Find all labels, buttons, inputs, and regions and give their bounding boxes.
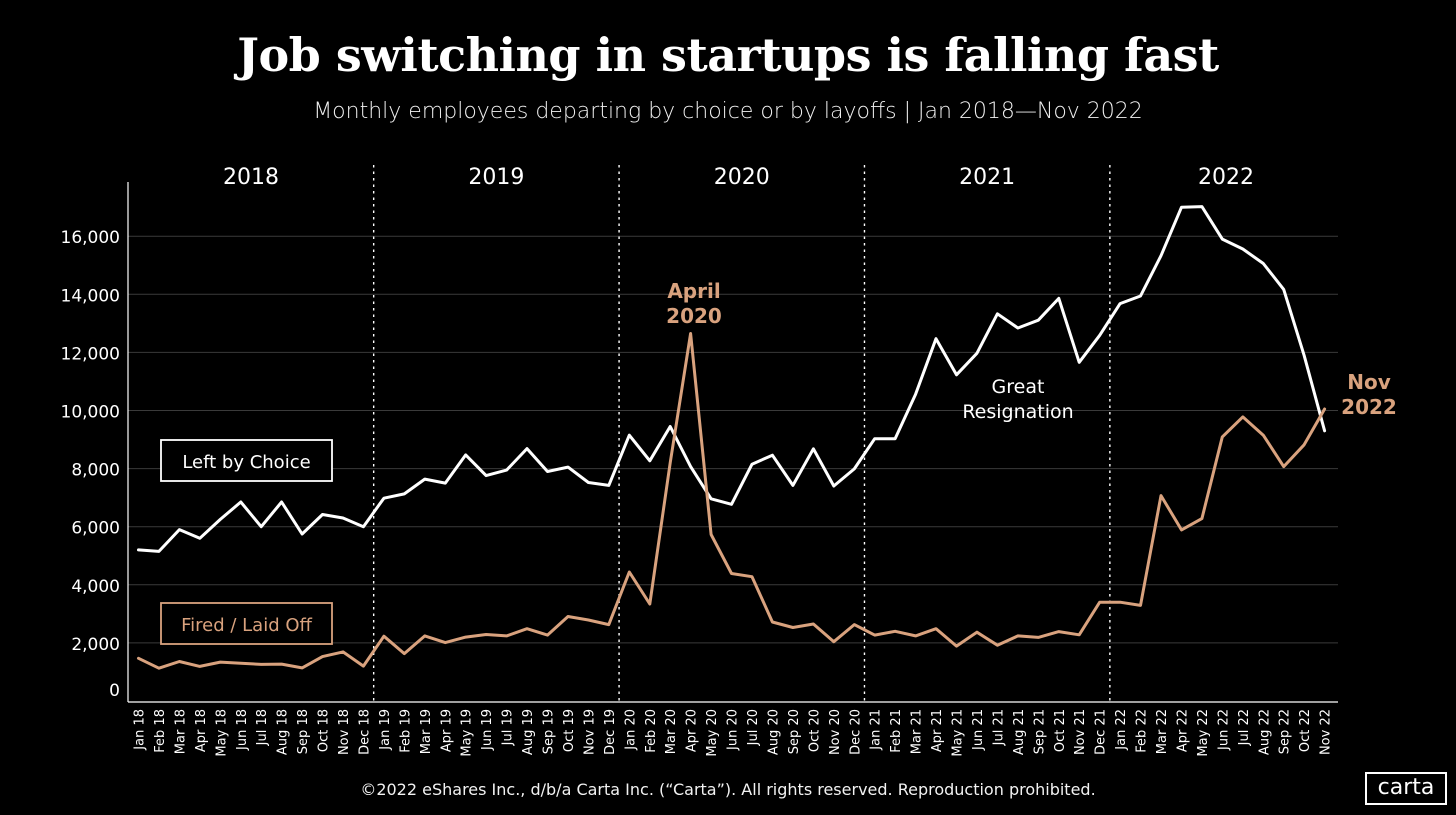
x-tick-label: Dec 20 <box>848 709 863 755</box>
x-tick-label: Feb 19 <box>398 709 413 753</box>
y-tick-label: 2,000 <box>71 635 120 655</box>
y-tick-label: 4,000 <box>71 577 120 597</box>
year-label: 2020 <box>714 165 770 190</box>
x-tick-label: Mar 21 <box>910 709 925 754</box>
x-tick-label: Aug 19 <box>521 709 536 755</box>
x-tick-label: Apr 22 <box>1175 709 1190 752</box>
y-tick-label: 10,000 <box>61 403 120 423</box>
x-tick-label: Dec 18 <box>357 709 372 755</box>
x-tick-label: Apr 21 <box>930 709 945 752</box>
year-label: 2018 <box>223 165 279 190</box>
year-label: 2019 <box>468 165 524 190</box>
legend-left-by-choice: Left by Choice <box>182 452 310 473</box>
x-tick-label: Apr 20 <box>685 709 700 752</box>
x-tick-label: Mar 20 <box>664 709 679 754</box>
series-line-fired-laid-off <box>137 332 1327 670</box>
x-tick-label: Jun 18 <box>235 709 250 751</box>
x-tick-label: Aug 22 <box>1257 709 1272 755</box>
y-tick-label: 0 <box>109 681 120 701</box>
annotation-nov-2022: 2022 <box>1341 395 1397 419</box>
x-tick-label: Jan 18 <box>133 709 148 751</box>
x-tick-label: Jun 20 <box>726 709 741 751</box>
x-tick-label: Aug 21 <box>1012 709 1027 755</box>
y-tick-label: 8,000 <box>71 461 120 481</box>
x-tick-label: Mar 22 <box>1155 709 1170 754</box>
series-line-left-by-choice <box>137 205 1327 553</box>
year-label: 2022 <box>1198 165 1254 190</box>
x-tick-label: Mar 18 <box>173 709 188 754</box>
x-tick-label: Jan 22 <box>1114 709 1129 751</box>
x-tick-label: Nov 20 <box>828 709 843 755</box>
x-tick-label: Jan 20 <box>623 709 638 751</box>
year-label: 2021 <box>959 165 1015 190</box>
chart-subtitle: Monthly employees departing by choice or… <box>313 99 1143 124</box>
x-tick-label: Apr 19 <box>439 709 454 752</box>
carta-logo: carta <box>1365 772 1447 805</box>
x-tick-label: Jul 19 <box>501 709 516 746</box>
x-tick-label: Aug 20 <box>766 709 781 755</box>
annotation-great-resignation: Great <box>992 376 1045 398</box>
x-tick-label: Sep 19 <box>542 709 557 754</box>
x-tick-label: Aug 18 <box>276 709 291 755</box>
x-tick-label: Jun 22 <box>1216 709 1231 751</box>
x-tick-label: May 19 <box>460 709 475 757</box>
x-tick-label: Dec 21 <box>1094 709 1109 755</box>
x-tick-label: Feb 21 <box>889 709 904 753</box>
x-tick-label: Feb 20 <box>644 709 659 753</box>
x-tick-label: Jul 20 <box>746 709 761 746</box>
x-tick-label: Apr 18 <box>194 709 209 752</box>
x-tick-label: Nov 18 <box>337 709 352 755</box>
x-tick-label: Nov 22 <box>1319 709 1334 755</box>
x-tick-label: Jul 21 <box>991 709 1006 746</box>
x-tick-label: Oct 20 <box>807 709 822 752</box>
y-tick-label: 12,000 <box>61 344 120 364</box>
x-tick-label: Jul 22 <box>1237 709 1252 746</box>
x-tick-label: Sep 21 <box>1032 709 1047 754</box>
x-tick-label: May 21 <box>951 709 966 757</box>
y-tick-label: 6,000 <box>71 519 120 539</box>
x-tick-label: Mar 19 <box>419 709 434 754</box>
x-tick-label: Dec 19 <box>603 709 618 755</box>
annotation-april-2020: April <box>667 279 720 303</box>
x-tick-label: Sep 22 <box>1278 709 1293 754</box>
x-tick-label: May 20 <box>705 709 720 757</box>
x-tick-label: Oct 18 <box>317 709 332 752</box>
x-tick-label: Jan 19 <box>378 709 393 751</box>
x-tick-label: Sep 20 <box>787 709 802 754</box>
x-tick-label: Feb 22 <box>1135 709 1150 753</box>
annotation-nov-2022: Nov <box>1347 370 1391 394</box>
chart-title: Job switching in startups is falling fas… <box>237 28 1219 82</box>
x-tick-label: Nov 19 <box>582 709 597 755</box>
x-tick-label: May 18 <box>214 709 229 757</box>
annotation-great-resignation: Resignation <box>962 401 1073 423</box>
x-tick-label: Jan 21 <box>869 709 884 751</box>
legend-left-by-choice-box <box>160 439 333 482</box>
x-tick-label: Oct 22 <box>1298 709 1313 752</box>
y-tick-label: 16,000 <box>61 228 120 248</box>
x-tick-label: May 22 <box>1196 709 1211 757</box>
legend-fired-laid-off: Fired / Laid Off <box>181 615 312 636</box>
x-tick-label: Nov 21 <box>1073 709 1088 755</box>
x-tick-label: Oct 21 <box>1053 709 1068 752</box>
y-tick-label: 14,000 <box>61 286 120 306</box>
legend-fired-laid-off-box <box>160 602 333 645</box>
x-tick-label: Jul 18 <box>255 709 270 746</box>
x-tick-label: Jun 21 <box>971 709 986 751</box>
x-tick-label: Oct 19 <box>562 709 577 752</box>
x-tick-label: Sep 18 <box>296 709 311 754</box>
x-tick-label: Jun 19 <box>480 709 495 751</box>
annotation-april-2020: 2020 <box>666 304 722 328</box>
copyright-footer: ©2022 eShares Inc., d/b/a Carta Inc. (“C… <box>360 780 1096 799</box>
x-tick-label: Feb 18 <box>153 709 168 753</box>
